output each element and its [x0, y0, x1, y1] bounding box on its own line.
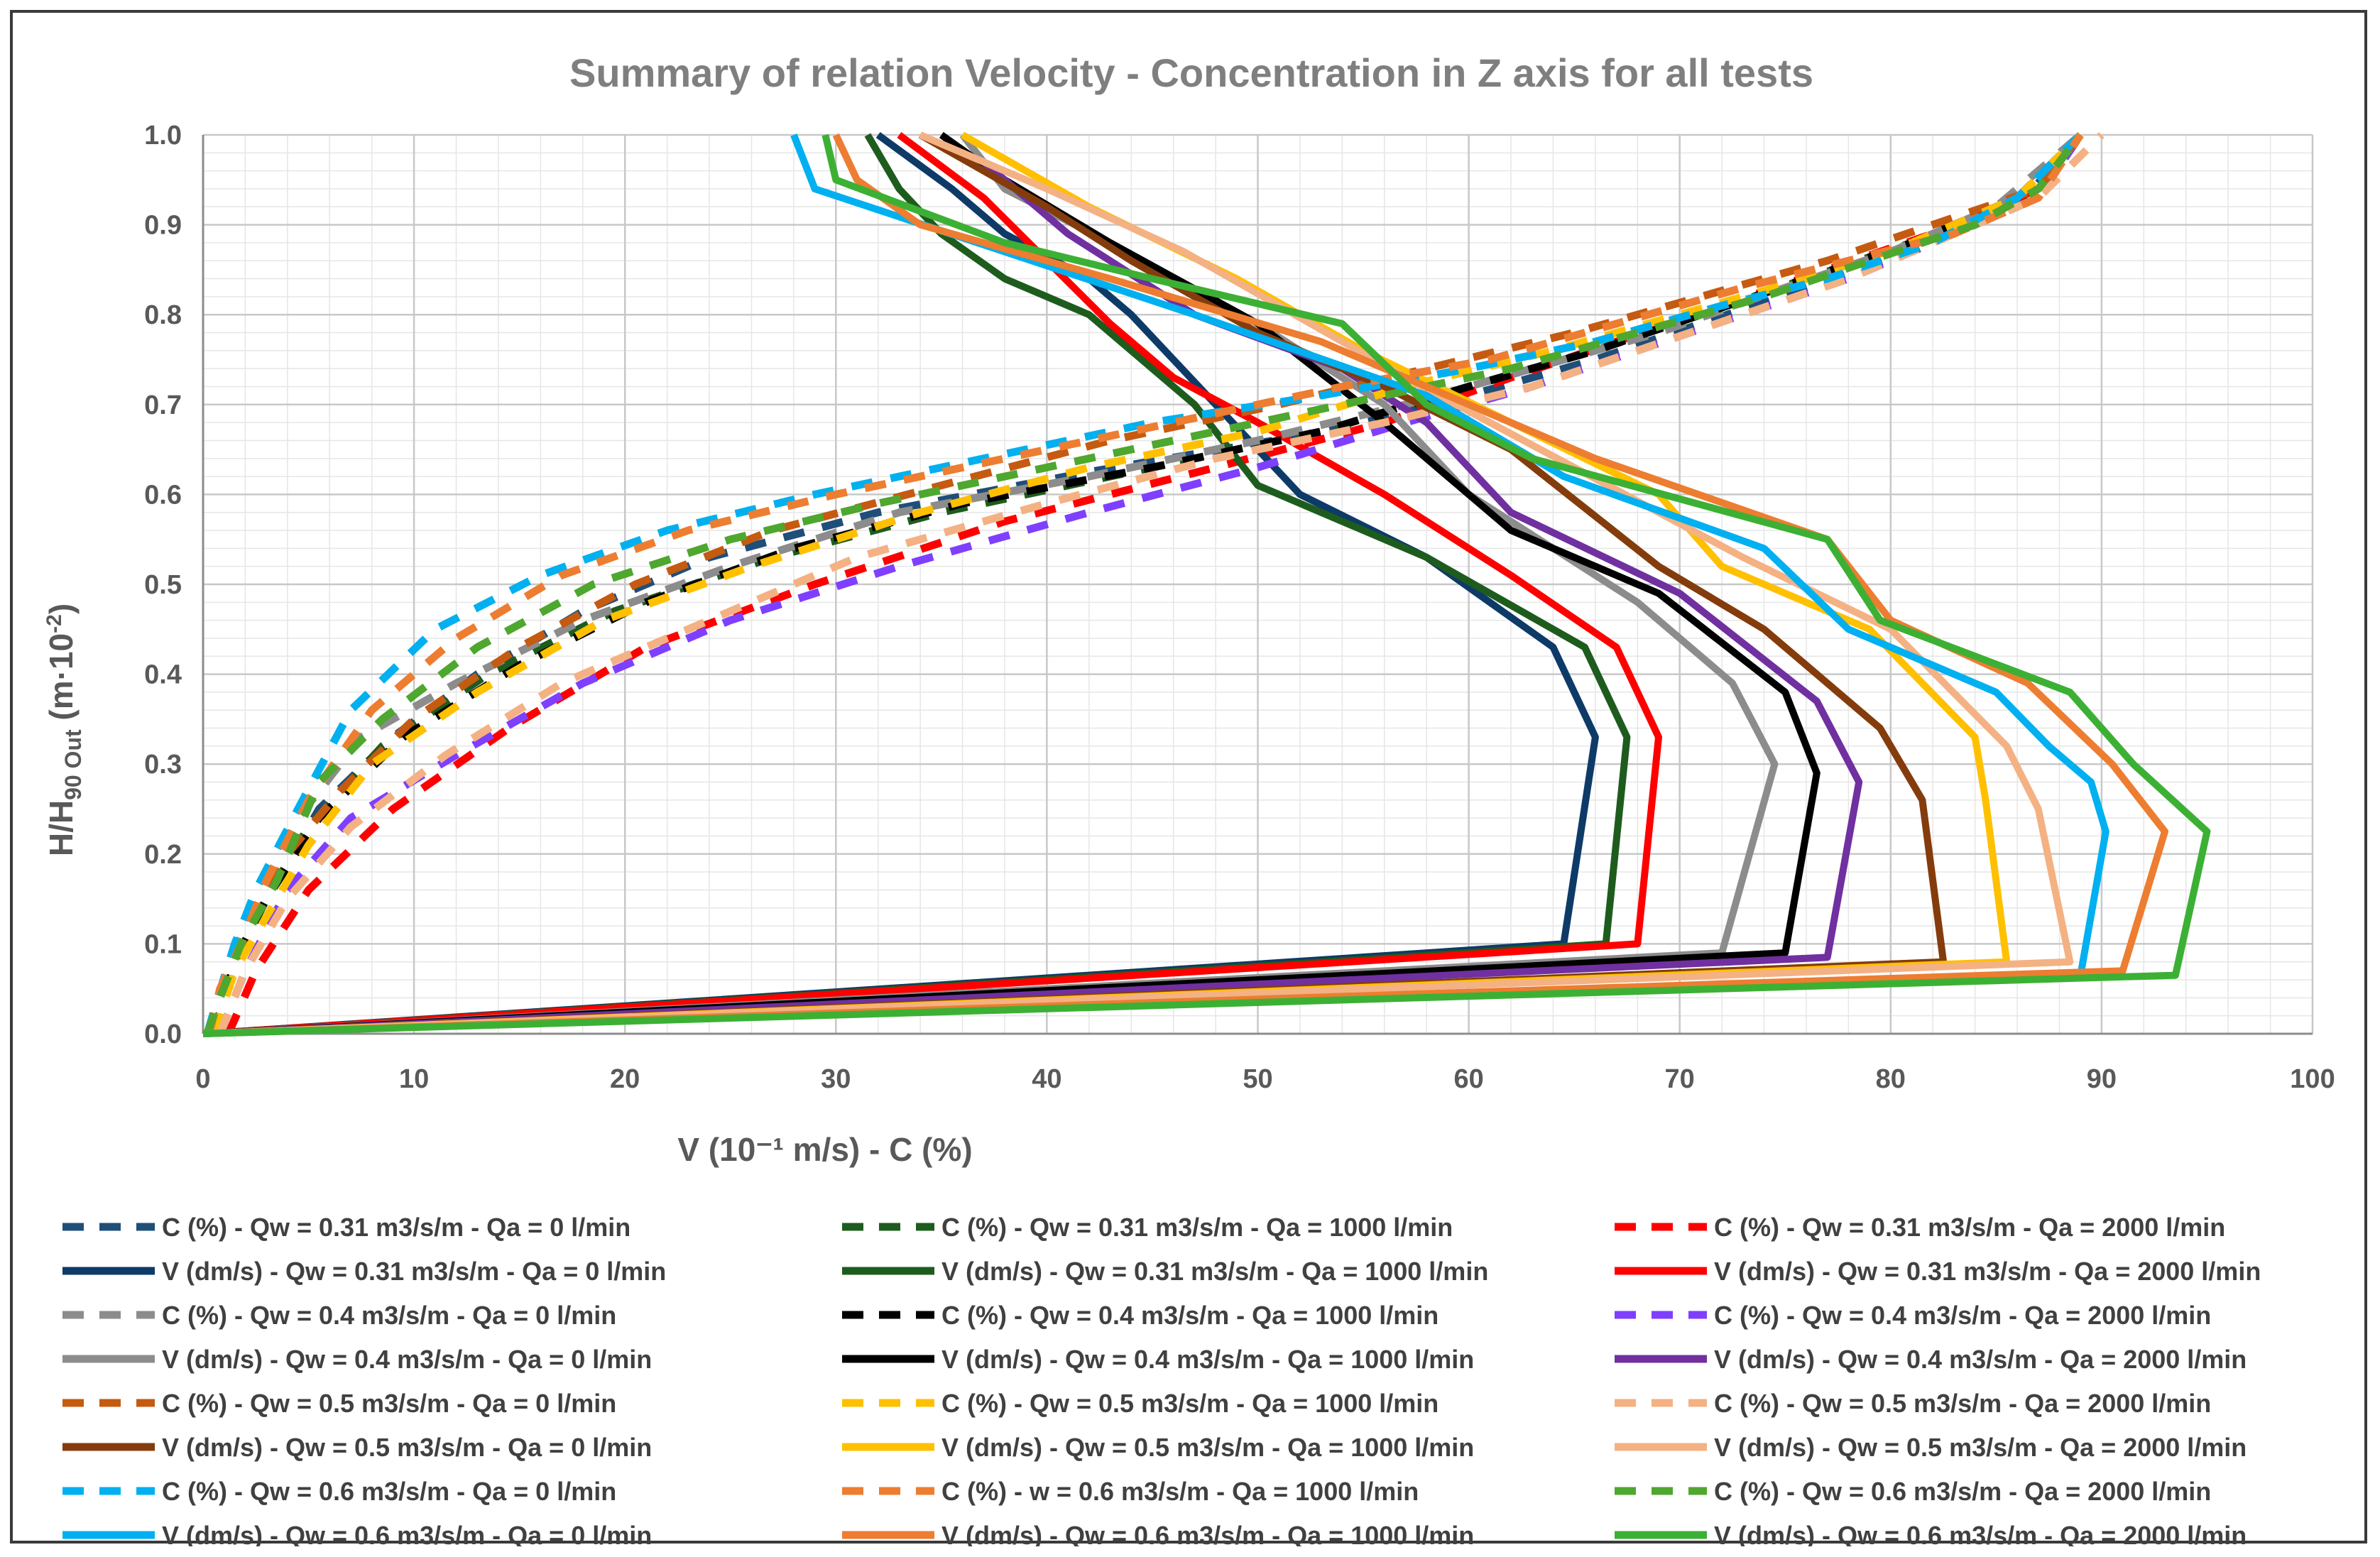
legend-label: V (dm/s) - Qw = 0.5 m3/s/m - Qa = 0 l/mi…	[162, 1433, 652, 1462]
legend-label: V (dm/s) - Qw = 0.4 m3/s/m - Qa = 2000 l…	[1714, 1345, 2247, 1374]
y-axis-title-end: )	[43, 603, 80, 614]
legend-item: C (%) - w = 0.6 m3/s/m - Qa = 1000 l/min	[842, 1477, 1419, 1506]
legend-item: C (%) - Qw = 0.4 m3/s/m - Qa = 2000 l/mi…	[1615, 1301, 2211, 1330]
legend-label: V (dm/s) - Qw = 0.31 m3/s/m - Qa = 1000 …	[941, 1257, 1488, 1286]
y-axis-title-sub: 90 Out	[60, 729, 86, 800]
y-tick-label: 0.3	[144, 750, 182, 780]
legend-label: V (dm/s) - Qw = 0.4 m3/s/m - Qa = 0 l/mi…	[162, 1345, 652, 1374]
series-line-13	[205, 132, 2084, 1035]
legend-item: V (dm/s) - Qw = 0.5 m3/s/m - Qa = 1000 l…	[842, 1433, 1474, 1462]
x-tick-labels: 0 10 20 30 40 50 60 70 80 90 100	[195, 1064, 2335, 1094]
major-gridlines	[202, 133, 2314, 1035]
legend: C (%) - Qw = 0.31 m3/s/m - Qa = 0 l/min C…	[62, 1213, 2261, 1546]
legend-label: V (dm/s) - Qw = 0.6 m3/s/m - Qa = 0 l/mi…	[162, 1521, 652, 1546]
legend-item: C (%) - Qw = 0.31 m3/s/m - Qa = 0 l/min	[62, 1213, 631, 1242]
x-tick-label: 0	[195, 1064, 210, 1094]
legend-label: C (%) - Qw = 0.4 m3/s/m - Qa = 1000 l/mi…	[941, 1301, 1439, 1330]
y-tick-labels: 0.0 0.1 0.2 0.3 0.4 0.5 0.6 0.7 0.8 0.9 1.0	[144, 121, 182, 1049]
legend-item: V (dm/s) - Qw = 0.6 m3/s/m - Qa = 2000 l…	[1615, 1521, 2247, 1546]
y-axis-title: H/H90 Out (m·10-2)	[43, 603, 86, 856]
y-tick-label: 0.0	[144, 1020, 182, 1049]
x-tick-label: 10	[399, 1064, 429, 1094]
y-tick-label: 0.9	[144, 211, 182, 241]
legend-label: C (%) - Qw = 0.31 m3/s/m - Qa = 2000 l/m…	[1714, 1213, 2225, 1242]
series-line-16	[202, 131, 1948, 1037]
legend-label: V (dm/s) - Qw = 0.6 m3/s/m - Qa = 2000 l…	[1714, 1521, 2247, 1546]
y-tick-label: 0.6	[144, 480, 182, 510]
x-tick-label: 40	[1032, 1064, 1061, 1094]
legend-item: V (dm/s) - Qw = 0.4 m3/s/m - Qa = 0 l/mi…	[62, 1345, 652, 1374]
legend-item: C (%) - Qw = 0.5 m3/s/m - Qa = 1000 l/mi…	[842, 1389, 1439, 1418]
y-tick-label: 0.4	[144, 660, 182, 690]
chart-title: Summary of relation Velocity - Concentra…	[569, 50, 1813, 95]
series-line-24	[202, 133, 2211, 1037]
legend-label: C (%) - Qw = 0.5 m3/s/m - Qa = 1000 l/mi…	[941, 1389, 1439, 1418]
chart-frame: Summary of relation Velocity - Concentra…	[10, 10, 2367, 1546]
series-line-22	[202, 133, 2109, 1037]
legend-item: C (%) - Qw = 0.5 m3/s/m - Qa = 2000 l/mi…	[1615, 1389, 2211, 1418]
legend-item: V (dm/s) - Qw = 0.6 m3/s/m - Qa = 1000 l…	[842, 1521, 1474, 1546]
legend-label: C (%) - Qw = 0.6 m3/s/m - Qa = 0 l/min	[162, 1477, 616, 1506]
legend-item: C (%) - Qw = 0.6 m3/s/m - Qa = 2000 l/mi…	[1615, 1477, 2211, 1506]
legend-item: V (dm/s) - Qw = 0.5 m3/s/m - Qa = 0 l/mi…	[62, 1433, 652, 1462]
y-axis-title-main: H/H	[43, 800, 80, 856]
y-tick-label: 0.5	[144, 570, 182, 600]
x-tick-label: 50	[1243, 1064, 1272, 1094]
x-tick-label: 60	[1453, 1064, 1483, 1094]
x-tick-label: 100	[2290, 1064, 2335, 1094]
series-line-20	[205, 132, 2084, 1035]
legend-item: C (%) - Qw = 0.6 m3/s/m - Qa = 0 l/min	[62, 1477, 616, 1506]
legend-item: C (%) - Qw = 0.4 m3/s/m - Qa = 0 l/min	[62, 1301, 616, 1330]
y-axis-title-tail: (m·10	[43, 633, 80, 729]
y-tick-label: 0.1	[144, 929, 182, 959]
x-tick-label: 20	[610, 1064, 640, 1094]
legend-item: C (%) - Qw = 0.31 m3/s/m - Qa = 1000 l/m…	[842, 1213, 1453, 1242]
legend-label: V (dm/s) - Qw = 0.5 m3/s/m - Qa = 2000 l…	[1714, 1433, 2247, 1462]
series-line-15	[216, 132, 2105, 1036]
y-tick-label: 1.0	[144, 121, 182, 151]
series-line-1	[209, 132, 2084, 1035]
legend-item: V (dm/s) - Qw = 0.6 m3/s/m - Qa = 0 l/mi…	[62, 1521, 652, 1546]
y-axis-title-sup: -2	[43, 614, 66, 633]
legend-label: V (dm/s) - Qw = 0.5 m3/s/m - Qa = 1000 l…	[941, 1433, 1474, 1462]
x-tick-label: 80	[1876, 1064, 1906, 1094]
legend-label: C (%) - Qw = 0.6 m3/s/m - Qa = 2000 l/mi…	[1714, 1477, 2211, 1506]
legend-item: V (dm/s) - Qw = 0.4 m3/s/m - Qa = 1000 l…	[842, 1345, 1474, 1374]
legend-item: C (%) - Qw = 0.31 m3/s/m - Qa = 2000 l/m…	[1615, 1213, 2225, 1242]
legend-label: V (dm/s) - Qw = 0.4 m3/s/m - Qa = 1000 l…	[941, 1345, 1474, 1374]
legend-label: C (%) - w = 0.6 m3/s/m - Qa = 1000 l/min	[941, 1477, 1419, 1506]
legend-item: C (%) - Qw = 0.5 m3/s/m - Qa = 0 l/min	[62, 1389, 616, 1418]
legend-label: C (%) - Qw = 0.5 m3/s/m - Qa = 2000 l/mi…	[1714, 1389, 2211, 1418]
legend-label: V (dm/s) - Qw = 0.31 m3/s/m - Qa = 0 l/m…	[162, 1257, 666, 1286]
legend-item: V (dm/s) - Qw = 0.5 m3/s/m - Qa = 2000 l…	[1615, 1433, 2247, 1462]
y-tick-label: 0.7	[144, 390, 182, 420]
series-line-19	[203, 132, 2084, 1035]
legend-label: V (dm/s) - Qw = 0.31 m3/s/m - Qa = 2000 …	[1714, 1257, 2261, 1286]
series-line-9	[216, 132, 2084, 1036]
axes	[202, 135, 2313, 1035]
legend-label: C (%) - Qw = 0.4 m3/s/m - Qa = 0 l/min	[162, 1301, 616, 1330]
series-line-23	[202, 133, 2168, 1037]
legend-label: V (dm/s) - Qw = 0.6 m3/s/m - Qa = 1000 l…	[941, 1521, 1474, 1546]
series-layer	[202, 131, 2211, 1037]
legend-label: C (%) - Qw = 0.31 m3/s/m - Qa = 0 l/min	[162, 1213, 631, 1242]
x-tick-label: 30	[821, 1064, 851, 1094]
series-line-21	[203, 132, 2084, 1035]
x-tick-label: 90	[2087, 1064, 2117, 1094]
legend-label: C (%) - Qw = 0.5 m3/s/m - Qa = 0 l/min	[162, 1389, 616, 1418]
chart-svg: Summary of relation Velocity - Concentra…	[43, 50, 2335, 1546]
legend-item: C (%) - Qw = 0.4 m3/s/m - Qa = 1000 l/mi…	[842, 1301, 1439, 1330]
x-tick-label: 70	[1665, 1064, 1695, 1094]
series-line-3	[224, 132, 2084, 1036]
legend-label: C (%) - Qw = 0.4 m3/s/m - Qa = 2000 l/mi…	[1714, 1301, 2211, 1330]
y-tick-label: 0.8	[144, 300, 182, 330]
legend-item: V (dm/s) - Qw = 0.31 m3/s/m - Qa = 0 l/m…	[62, 1257, 666, 1286]
y-tick-label: 0.2	[144, 840, 182, 870]
x-axis-title: V (10⁻¹ m/s) - C (%)	[677, 1131, 972, 1168]
legend-item: V (dm/s) - Qw = 0.4 m3/s/m - Qa = 2000 l…	[1615, 1345, 2247, 1374]
legend-label: C (%) - Qw = 0.31 m3/s/m - Qa = 1000 l/m…	[941, 1213, 1453, 1242]
legend-item: V (dm/s) - Qw = 0.31 m3/s/m - Qa = 1000 …	[842, 1257, 1488, 1286]
series-line-14	[209, 132, 2084, 1035]
legend-item: V (dm/s) - Qw = 0.31 m3/s/m - Qa = 2000 …	[1615, 1257, 2261, 1286]
